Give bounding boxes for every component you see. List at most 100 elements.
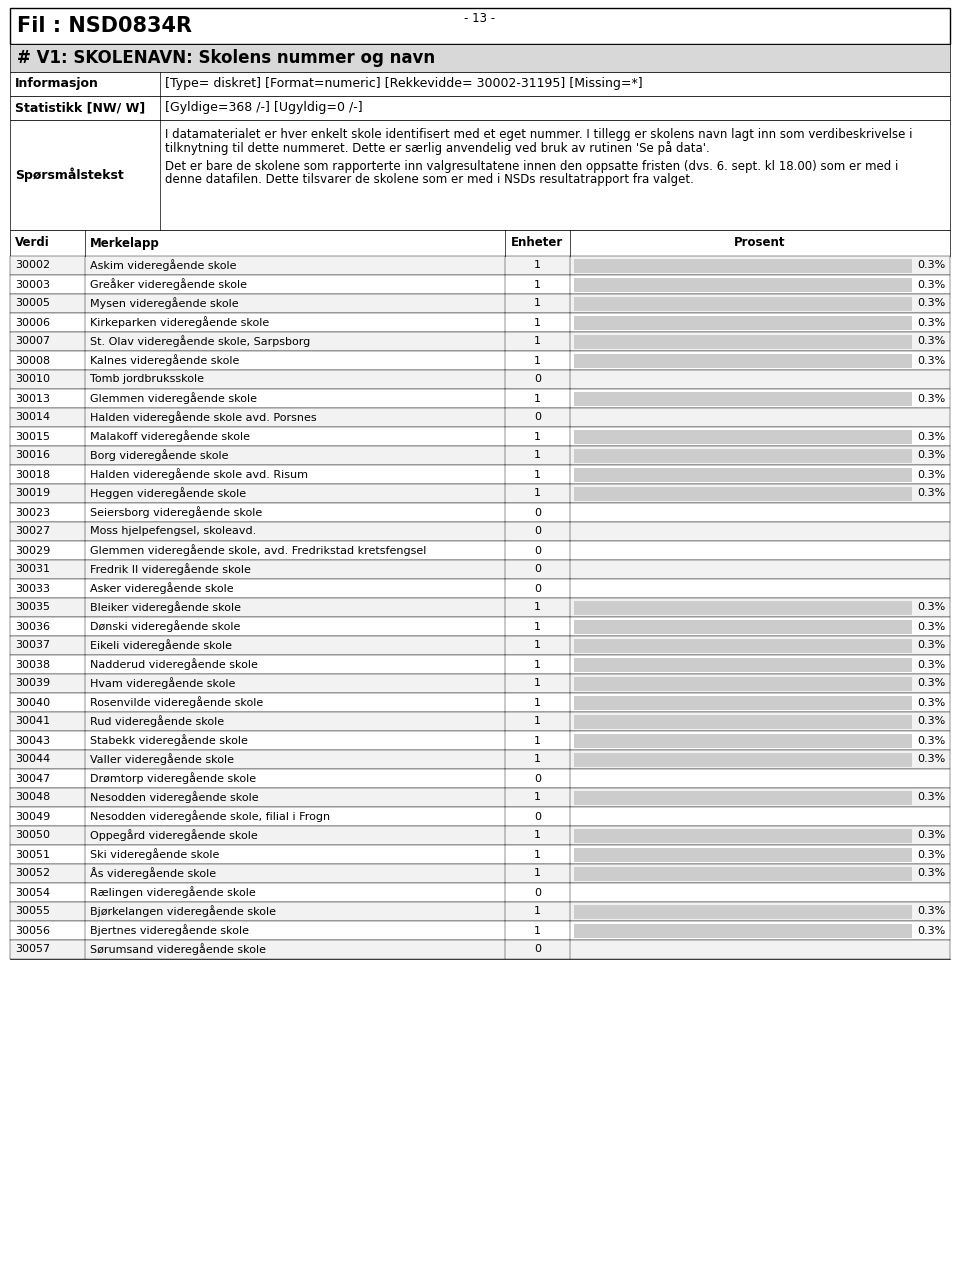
Text: Fredrik II videregående skole: Fredrik II videregående skole: [90, 564, 251, 575]
Bar: [10, 618, 950, 636]
Text: 1: 1: [534, 907, 541, 917]
Bar: [10, 560, 950, 579]
Bar: [574, 259, 912, 273]
Bar: [10, 598, 950, 618]
Text: 0.3%: 0.3%: [918, 431, 946, 442]
Text: 0.3%: 0.3%: [918, 298, 946, 308]
Text: 0.3%: 0.3%: [918, 621, 946, 632]
Text: 0: 0: [534, 375, 541, 384]
Text: Mysen videregående skole: Mysen videregående skole: [90, 298, 239, 309]
Text: I datamaterialet er hver enkelt skole identifisert med et eget nummer. I tillegg: I datamaterialet er hver enkelt skole id…: [165, 128, 913, 141]
Bar: [10, 579, 950, 598]
Text: Enheter: Enheter: [512, 236, 564, 249]
Text: 0: 0: [534, 526, 541, 537]
Text: 1: 1: [534, 621, 541, 632]
Text: Moss hjelpefengsel, skoleavd.: Moss hjelpefengsel, skoleavd.: [90, 526, 256, 537]
Text: 1: 1: [534, 280, 541, 289]
Text: 30047: 30047: [15, 773, 50, 783]
Text: 1: 1: [534, 678, 541, 688]
Text: 0: 0: [534, 565, 541, 574]
Text: Fil : NSD0834R: Fil : NSD0834R: [17, 15, 192, 36]
Text: 0: 0: [534, 887, 541, 898]
Bar: [10, 523, 950, 541]
Bar: [10, 655, 950, 674]
Bar: [10, 693, 950, 713]
Text: Halden videregående skole avd. Risum: Halden videregående skole avd. Risum: [90, 469, 308, 480]
Bar: [10, 731, 950, 750]
Text: Dønski videregående skole: Dønski videregående skole: [90, 620, 240, 633]
Bar: [10, 713, 950, 731]
Text: 0.3%: 0.3%: [918, 470, 946, 479]
Text: 0.3%: 0.3%: [918, 926, 946, 936]
Text: 30055: 30055: [15, 907, 50, 917]
Bar: [10, 940, 950, 959]
Text: 0.3%: 0.3%: [918, 602, 946, 612]
Bar: [10, 370, 950, 389]
Text: Drømtorp videregående skole: Drømtorp videregående skole: [90, 773, 256, 785]
Text: Verdi: Verdi: [15, 236, 50, 249]
Text: 1: 1: [534, 356, 541, 366]
Text: Oppegård videregående skole: Oppegård videregående skole: [90, 829, 257, 841]
Text: Rosenvilde videregående skole: Rosenvilde videregående skole: [90, 696, 263, 709]
Text: 1: 1: [534, 393, 541, 403]
Bar: [10, 294, 950, 313]
Text: 1: 1: [534, 317, 541, 327]
Bar: [574, 601, 912, 615]
Text: 0.3%: 0.3%: [918, 317, 946, 327]
Text: # V1: SKOLENAVN: Skolens nummer og navn: # V1: SKOLENAVN: Skolens nummer og navn: [17, 49, 435, 67]
Bar: [10, 351, 950, 370]
Text: Valler videregående skole: Valler videregående skole: [90, 754, 234, 765]
Text: 1: 1: [534, 336, 541, 347]
Bar: [10, 484, 950, 503]
Text: Bleiker videregående skole: Bleiker videregående skole: [90, 601, 241, 614]
Bar: [10, 808, 950, 826]
Bar: [10, 119, 950, 230]
Text: Askim videregående skole: Askim videregående skole: [90, 259, 236, 271]
Text: 30027: 30027: [15, 526, 50, 537]
Text: 30014: 30014: [15, 412, 50, 422]
Text: 0.3%: 0.3%: [918, 451, 946, 461]
Text: tilknytning til dette nummeret. Dette er særlig anvendelig ved bruk av rutinen ': tilknytning til dette nummeret. Dette er…: [165, 141, 709, 155]
Text: 0: 0: [534, 773, 541, 783]
Text: 30005: 30005: [15, 298, 50, 308]
Text: 0.3%: 0.3%: [918, 393, 946, 403]
Text: 1: 1: [534, 716, 541, 727]
Text: Kirkeparken videregående skole: Kirkeparken videregående skole: [90, 317, 269, 329]
Text: 1: 1: [534, 298, 541, 308]
Text: Statistikk [NW/ W]: Statistikk [NW/ W]: [15, 101, 145, 114]
Bar: [574, 449, 912, 464]
Bar: [10, 769, 950, 788]
Text: 0.3%: 0.3%: [918, 850, 946, 859]
Text: Ås videregående skole: Ås videregående skole: [90, 868, 216, 880]
Text: 0: 0: [534, 811, 541, 822]
Bar: [574, 696, 912, 710]
Text: 30049: 30049: [15, 811, 50, 822]
Bar: [574, 677, 912, 691]
Text: Nesodden videregående skole, filial i Frogn: Nesodden videregående skole, filial i Fr…: [90, 810, 330, 823]
Bar: [574, 316, 912, 330]
Text: Ski videregående skole: Ski videregående skole: [90, 849, 220, 860]
Text: Bjertnes videregående skole: Bjertnes videregående skole: [90, 924, 249, 936]
Text: 30008: 30008: [15, 356, 50, 366]
Bar: [10, 313, 950, 333]
Text: Hvam videregående skole: Hvam videregående skole: [90, 678, 235, 690]
Text: 30038: 30038: [15, 660, 50, 669]
Text: Rælingen videregående skole: Rælingen videregående skole: [90, 886, 255, 899]
Bar: [10, 883, 950, 901]
Text: 30010: 30010: [15, 375, 50, 384]
Text: 30037: 30037: [15, 641, 50, 651]
Text: Det er bare de skolene som rapporterte inn valgresultatene innen den oppsatte fr: Det er bare de skolene som rapporterte i…: [165, 160, 899, 173]
Bar: [574, 734, 912, 749]
Bar: [574, 392, 912, 406]
Text: 0: 0: [534, 583, 541, 593]
Bar: [574, 715, 912, 729]
Bar: [10, 636, 950, 655]
Text: Stabekk videregående skole: Stabekk videregående skole: [90, 734, 248, 746]
Text: 30016: 30016: [15, 451, 50, 461]
Text: 30013: 30013: [15, 393, 50, 403]
Text: Kalnes videregående skole: Kalnes videregående skole: [90, 354, 239, 366]
Bar: [10, 44, 950, 72]
Text: 0: 0: [534, 507, 541, 517]
Text: 0.3%: 0.3%: [918, 755, 946, 764]
Text: 1: 1: [534, 755, 541, 764]
